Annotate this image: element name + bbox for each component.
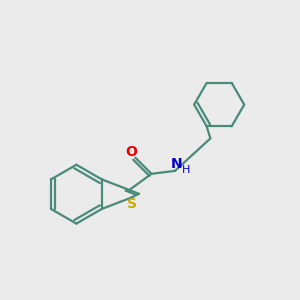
- Text: N: N: [171, 158, 182, 171]
- Text: O: O: [125, 145, 137, 159]
- Text: S: S: [127, 197, 137, 211]
- Text: H: H: [182, 165, 190, 175]
